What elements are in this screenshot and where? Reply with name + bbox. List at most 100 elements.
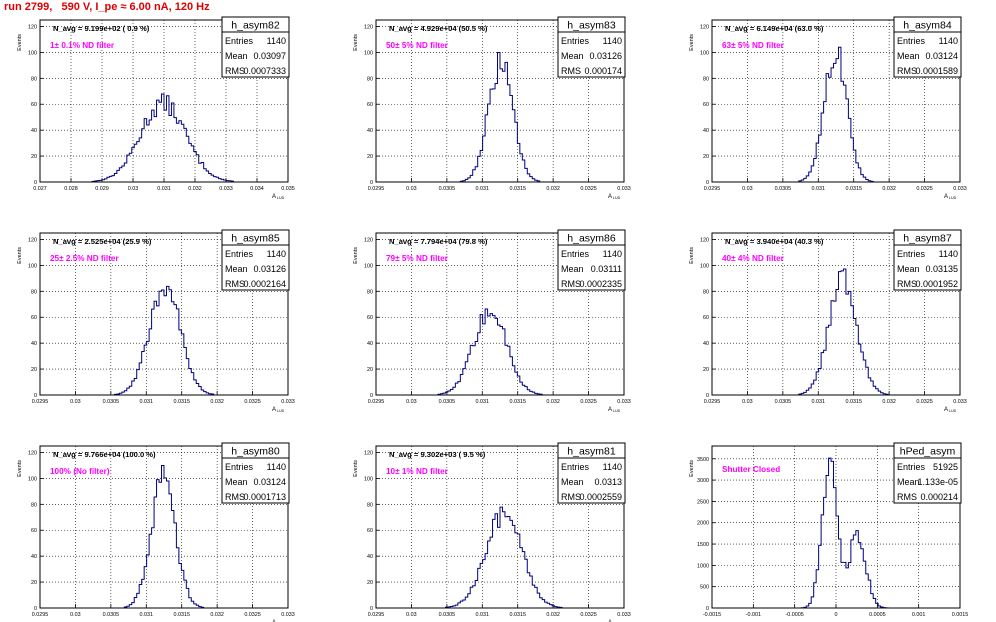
x-tick-label: 0.03	[742, 186, 753, 192]
histogram-line	[40, 285, 288, 396]
x-tick-label: 0.0305	[103, 399, 120, 405]
x-tick-label: 0.0295	[32, 399, 49, 405]
stats-key: RMS	[561, 66, 581, 76]
x-tick-label: 0.031	[140, 399, 154, 405]
stats-value: 51925	[933, 462, 958, 472]
navg-label: N_avg = 2.525e+04 (25.9 %)	[53, 237, 152, 246]
stats-key: Mean	[225, 51, 248, 61]
stats-value: 1.133e-05	[917, 477, 958, 487]
stats-box	[557, 244, 626, 291]
y-tick-label: 60	[31, 315, 37, 321]
stats-value: 1140	[603, 36, 622, 46]
stats-box	[893, 244, 962, 291]
stats-value: 0.000174	[584, 66, 622, 76]
x-tick-label: 0.0305	[775, 186, 792, 192]
y-tick-label: 80	[367, 502, 373, 508]
y-axis-label: Events	[353, 34, 359, 51]
y-tick-label: 20	[703, 154, 709, 160]
y-axis-label: Events	[17, 34, 23, 51]
y-tick-label: 40	[703, 128, 709, 134]
x-axis-label: A	[608, 620, 612, 622]
x-axis-label: A	[944, 407, 948, 413]
y-tick-label: 0	[34, 606, 37, 612]
stats-key: Mean	[897, 264, 920, 274]
y-tick-label: 0	[34, 393, 37, 399]
stats-value: 0.0001589	[915, 66, 958, 76]
y-tick-label: 0	[370, 606, 373, 612]
x-axis-label-sub: LUD	[277, 196, 285, 200]
panel-hPed_asym: -0.0015 -0.001 -0.0005 0 0.0005 0.001 0.0015 0 5…	[689, 442, 968, 618]
stats-key: Entries	[225, 36, 254, 46]
stats-value: 0.000214	[920, 492, 958, 502]
x-tick-label: 0.035	[281, 186, 295, 192]
x-tick-label: 0.0315	[509, 399, 526, 405]
stats-box	[557, 31, 626, 78]
x-tick-label: 0.033	[953, 186, 967, 192]
y-tick-label: 120	[700, 237, 709, 243]
y-tick-label: 120	[700, 24, 709, 30]
y-tick-label: 100	[364, 263, 373, 269]
y-tick-label: 80	[31, 76, 37, 82]
x-tick-label: 0	[835, 612, 838, 618]
y-tick-label: 40	[31, 554, 37, 560]
stats-value: 1140	[267, 462, 286, 472]
x-axis-label-sub: LUD	[949, 196, 957, 200]
x-tick-label: 0.0305	[775, 399, 792, 405]
y-axis-label: Events	[689, 247, 695, 264]
stats-key: Mean	[225, 477, 248, 487]
x-tick-label: 0.032	[210, 399, 224, 405]
y-tick-label: 60	[703, 102, 709, 108]
y-tick-label: 100	[700, 263, 709, 269]
stats-value: 0.0002559	[579, 492, 622, 502]
x-tick-label: 0.0295	[704, 399, 721, 405]
y-axis-label: Events	[17, 460, 23, 477]
y-axis-label: Events	[353, 247, 359, 264]
panel-h_asym80: 0.0295 0.03 0.0305 0.031 0.0315 0.032 0.0325 0.…	[17, 442, 295, 622]
histogram-name: h_asym84	[903, 20, 952, 32]
x-axis-label: A	[608, 194, 612, 200]
filter-annotation: 25± 2.5% ND filter	[50, 254, 119, 263]
y-tick-label: 120	[28, 24, 37, 30]
y-tick-label: 60	[703, 315, 709, 321]
y-tick-label: 60	[31, 528, 37, 534]
plot-frame	[711, 232, 961, 396]
stats-value: 0.0002164	[243, 279, 286, 289]
y-tick-label: 40	[31, 341, 37, 347]
filter-annotation: 100% (No filter)	[50, 467, 110, 476]
stats-box	[893, 457, 962, 504]
navg-label: N_avg = 7.794e+04 (79.8 %)	[389, 237, 488, 246]
x-tick-label: 0.033	[953, 399, 967, 405]
stats-key: RMS	[897, 279, 917, 289]
plot-frame	[375, 445, 625, 609]
plot-frame	[711, 19, 961, 183]
histogram-name: h_asym83	[567, 20, 616, 32]
filter-annotation: 10± 1% ND filter	[386, 467, 449, 476]
filter-annotation: 79± 5% ND filter	[386, 254, 449, 263]
y-tick-label: 100	[28, 263, 37, 269]
x-axis-label-sub: LUD	[613, 409, 621, 413]
y-tick-label: 1000	[697, 563, 709, 569]
histogram-name: h_asym86	[567, 233, 616, 245]
x-tick-label: 0.031	[812, 399, 826, 405]
stats-value: 1140	[267, 249, 286, 259]
filter-annotation: 50± 5% ND filter	[386, 41, 449, 50]
x-tick-label: 0.001	[912, 612, 926, 618]
navg-label: N_avg = 3.940e+04 (40.3 %)	[725, 237, 824, 246]
y-tick-label: 80	[367, 76, 373, 82]
y-tick-label: 60	[367, 102, 373, 108]
y-tick-label: 20	[367, 580, 373, 586]
y-tick-label: 0	[706, 393, 709, 399]
stats-value: 1140	[939, 249, 958, 259]
stats-key: Entries	[561, 462, 590, 472]
y-tick-label: 80	[367, 289, 373, 295]
y-tick-label: 40	[367, 554, 373, 560]
x-tick-label: 0.029	[95, 186, 109, 192]
x-tick-label: 0.03	[406, 612, 417, 618]
navg-label: N_avg = 4.929e+04 (50.5 %)	[389, 24, 488, 33]
x-tick-label: 0.0315	[509, 186, 526, 192]
y-tick-label: 60	[31, 102, 37, 108]
y-tick-label: 120	[364, 24, 373, 30]
x-tick-label: 0.0295	[368, 612, 385, 618]
x-tick-label: 0.0325	[916, 399, 933, 405]
x-tick-label: -0.001	[746, 612, 761, 618]
